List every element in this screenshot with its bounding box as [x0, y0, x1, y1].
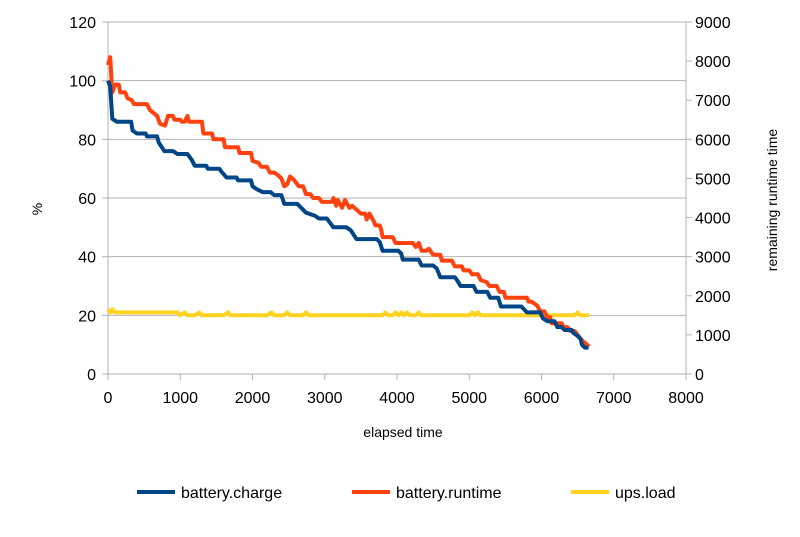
- y-left-axis-ticks: 0 20 40 60 80 100 120: [69, 15, 108, 384]
- legend-label-ups-load: ups.load: [615, 485, 676, 502]
- y-left-tick-label-0: 0: [87, 367, 96, 384]
- y-left-tick-label-4: 80: [78, 132, 96, 149]
- x-axis-ticks: 0 1000 2000 3000 4000 5000 6000 7000 8000: [104, 374, 704, 407]
- x-tick-label-2: 2000: [235, 390, 271, 407]
- y-right-tick-label-4: 4000: [695, 211, 731, 228]
- x-tick-label-4: 4000: [379, 390, 415, 407]
- x-tick-label-7: 7000: [596, 390, 632, 407]
- y-right-tick-label-5: 5000: [695, 171, 731, 188]
- legend-label-battery-charge: battery.charge: [181, 485, 282, 502]
- y-left-tick-label-3: 60: [78, 191, 96, 208]
- y-right-tick-label-9: 9000: [695, 15, 731, 32]
- y-right-tick-label-2: 2000: [695, 289, 731, 306]
- y-left-axis-label: %: [29, 203, 45, 215]
- x-tick-label-3: 3000: [307, 390, 343, 407]
- y-right-tick-label-3: 3000: [695, 250, 731, 267]
- series-line-battery-runtime: [106, 55, 591, 349]
- y-right-tick-label-6: 6000: [695, 132, 731, 149]
- series-lines: [106, 55, 591, 350]
- y-right-tick-label-7: 7000: [695, 93, 731, 110]
- y-right-tick-label-0: 0: [695, 367, 704, 384]
- series-line-battery-charge: [106, 79, 589, 350]
- x-tick-label-0: 0: [104, 390, 113, 407]
- series-line-ups-load: [106, 307, 590, 318]
- y-right-tick-label-1: 1000: [695, 328, 731, 345]
- x-axis-label: elapsed time: [363, 424, 443, 440]
- y-left-tick-label-5: 100: [69, 74, 96, 91]
- x-tick-label-8: 8000: [668, 390, 704, 407]
- x-tick-label-5: 5000: [451, 390, 487, 407]
- grid-lines: [108, 21, 686, 375]
- y-right-axis-label: remaining runtime time: [764, 129, 780, 272]
- x-tick-label-1: 1000: [162, 390, 198, 407]
- y-left-tick-label-6: 120: [69, 15, 96, 32]
- y-right-axis-ticks: 0 1000 2000 3000 4000 5000 6000 7000 8000 9000: [686, 15, 731, 384]
- legend: battery.charge battery.runtime ups.load: [137, 485, 676, 502]
- x-tick-label-6: 6000: [524, 390, 560, 407]
- y-right-tick-label-8: 8000: [695, 54, 731, 71]
- y-left-tick-label-1: 20: [78, 308, 96, 325]
- legend-label-battery-runtime: battery.runtime: [396, 485, 502, 502]
- y-left-tick-label-2: 40: [78, 250, 96, 267]
